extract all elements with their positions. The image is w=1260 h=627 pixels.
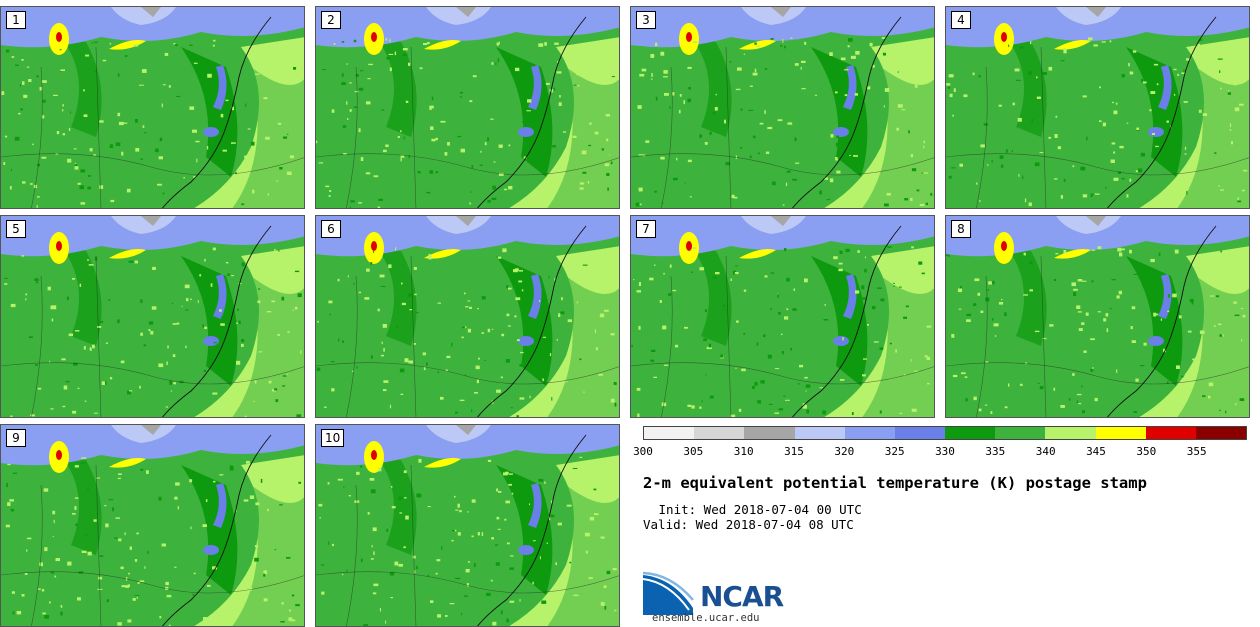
ncar-logo-icon [643,571,694,615]
colorbar-segment [744,427,795,439]
colorbar-segment [1195,427,1247,439]
colorbar-tick-label: 300 [633,445,653,458]
member-panel-2: 2 [315,6,620,209]
ensemble-map [316,425,619,626]
member-label: 2 [321,11,341,29]
ensemble-map [631,7,934,208]
colorbar-tick-label: 330 [935,445,955,458]
ensemble-map [1,425,304,626]
colorbar-segment [894,427,946,439]
colorbar-segment [995,427,1046,439]
member-panel-5: 5 [0,215,305,418]
colorbar-tick-label: 335 [985,445,1006,458]
colorbar-tick-label: 340 [1035,445,1056,458]
member-panel-4: 4 [945,6,1250,209]
colorbar-tick-label: 325 [884,445,905,458]
valid-time: Valid: Wed 2018-07-04 08 UTC [643,517,854,532]
member-panel-8: 8 [945,215,1250,418]
member-panel-1: 1 [0,6,305,209]
member-panel-3: 3 [630,6,935,209]
colorbar-tick-label: 350 [1136,445,1157,458]
member-panel-6: 6 [315,215,620,418]
member-panel-10: 10 [315,424,620,627]
member-label: 1 [6,11,26,29]
member-label: 5 [6,220,26,238]
colorbar-segment [945,427,996,439]
site-url: ensemble.ucar.edu [652,612,760,624]
member-label: 10 [321,429,345,447]
colorbar-tick-label: 320 [834,445,855,458]
ensemble-map [946,7,1249,208]
member-label: 3 [636,11,656,29]
colorbar-tick-label: 310 [733,445,754,458]
ensemble-map [316,7,619,208]
ensemble-map [631,216,934,417]
member-panel-7: 7 [630,215,935,418]
colorbar-segment [794,427,845,439]
member-label: 6 [321,220,341,238]
member-label: 9 [6,429,26,447]
colorbar-segment [1095,427,1146,439]
ensemble-map [1,216,304,417]
colorbar-segment [694,427,745,439]
ensemble-map [316,216,619,417]
member-panel-9: 9 [0,424,305,627]
ensemble-map [1,7,304,208]
colorbar-tick-label: 355 [1186,445,1207,458]
colorbar-tick-label: 315 [784,445,804,458]
ncar-logo-text: NCAR [700,580,784,613]
colorbar [643,426,1247,440]
plot-title: 2-m equivalent potential temperature (K)… [643,474,1147,492]
colorbar-tick-label: 345 [1086,445,1106,458]
colorbar-segment [1145,427,1196,439]
colorbar-segment [1045,427,1096,439]
member-label: 4 [951,11,971,29]
colorbar-segment [644,427,695,439]
init-time: Init: Wed 2018-07-04 00 UTC [651,502,862,517]
member-label: 7 [636,220,656,238]
ensemble-map [946,216,1249,417]
colorbar-segment [844,427,895,439]
member-label: 8 [951,220,971,238]
colorbar-tick-label: 305 [683,445,704,458]
